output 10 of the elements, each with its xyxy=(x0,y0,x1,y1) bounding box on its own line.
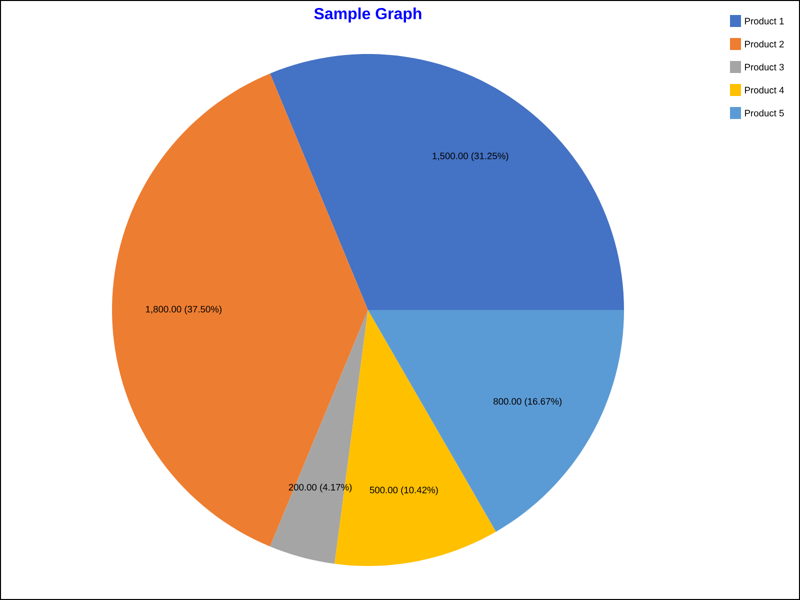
data-label: 1,800.00 (37.50%) xyxy=(146,306,222,314)
data-label: 800.00 (16.67%) xyxy=(494,398,562,406)
legend-label: Product 3 xyxy=(745,64,784,70)
legend-label: Product 4 xyxy=(745,86,784,94)
legend-label: Product 1 xyxy=(745,18,784,24)
chart-title: Sample Graph xyxy=(314,8,422,22)
legend-label: Product 2 xyxy=(745,40,784,48)
legend-label: Product 5 xyxy=(745,110,784,116)
data-label: 1,500.00 (31.25%) xyxy=(432,152,508,162)
data-label: 500.00 (10.42%) xyxy=(370,486,438,496)
